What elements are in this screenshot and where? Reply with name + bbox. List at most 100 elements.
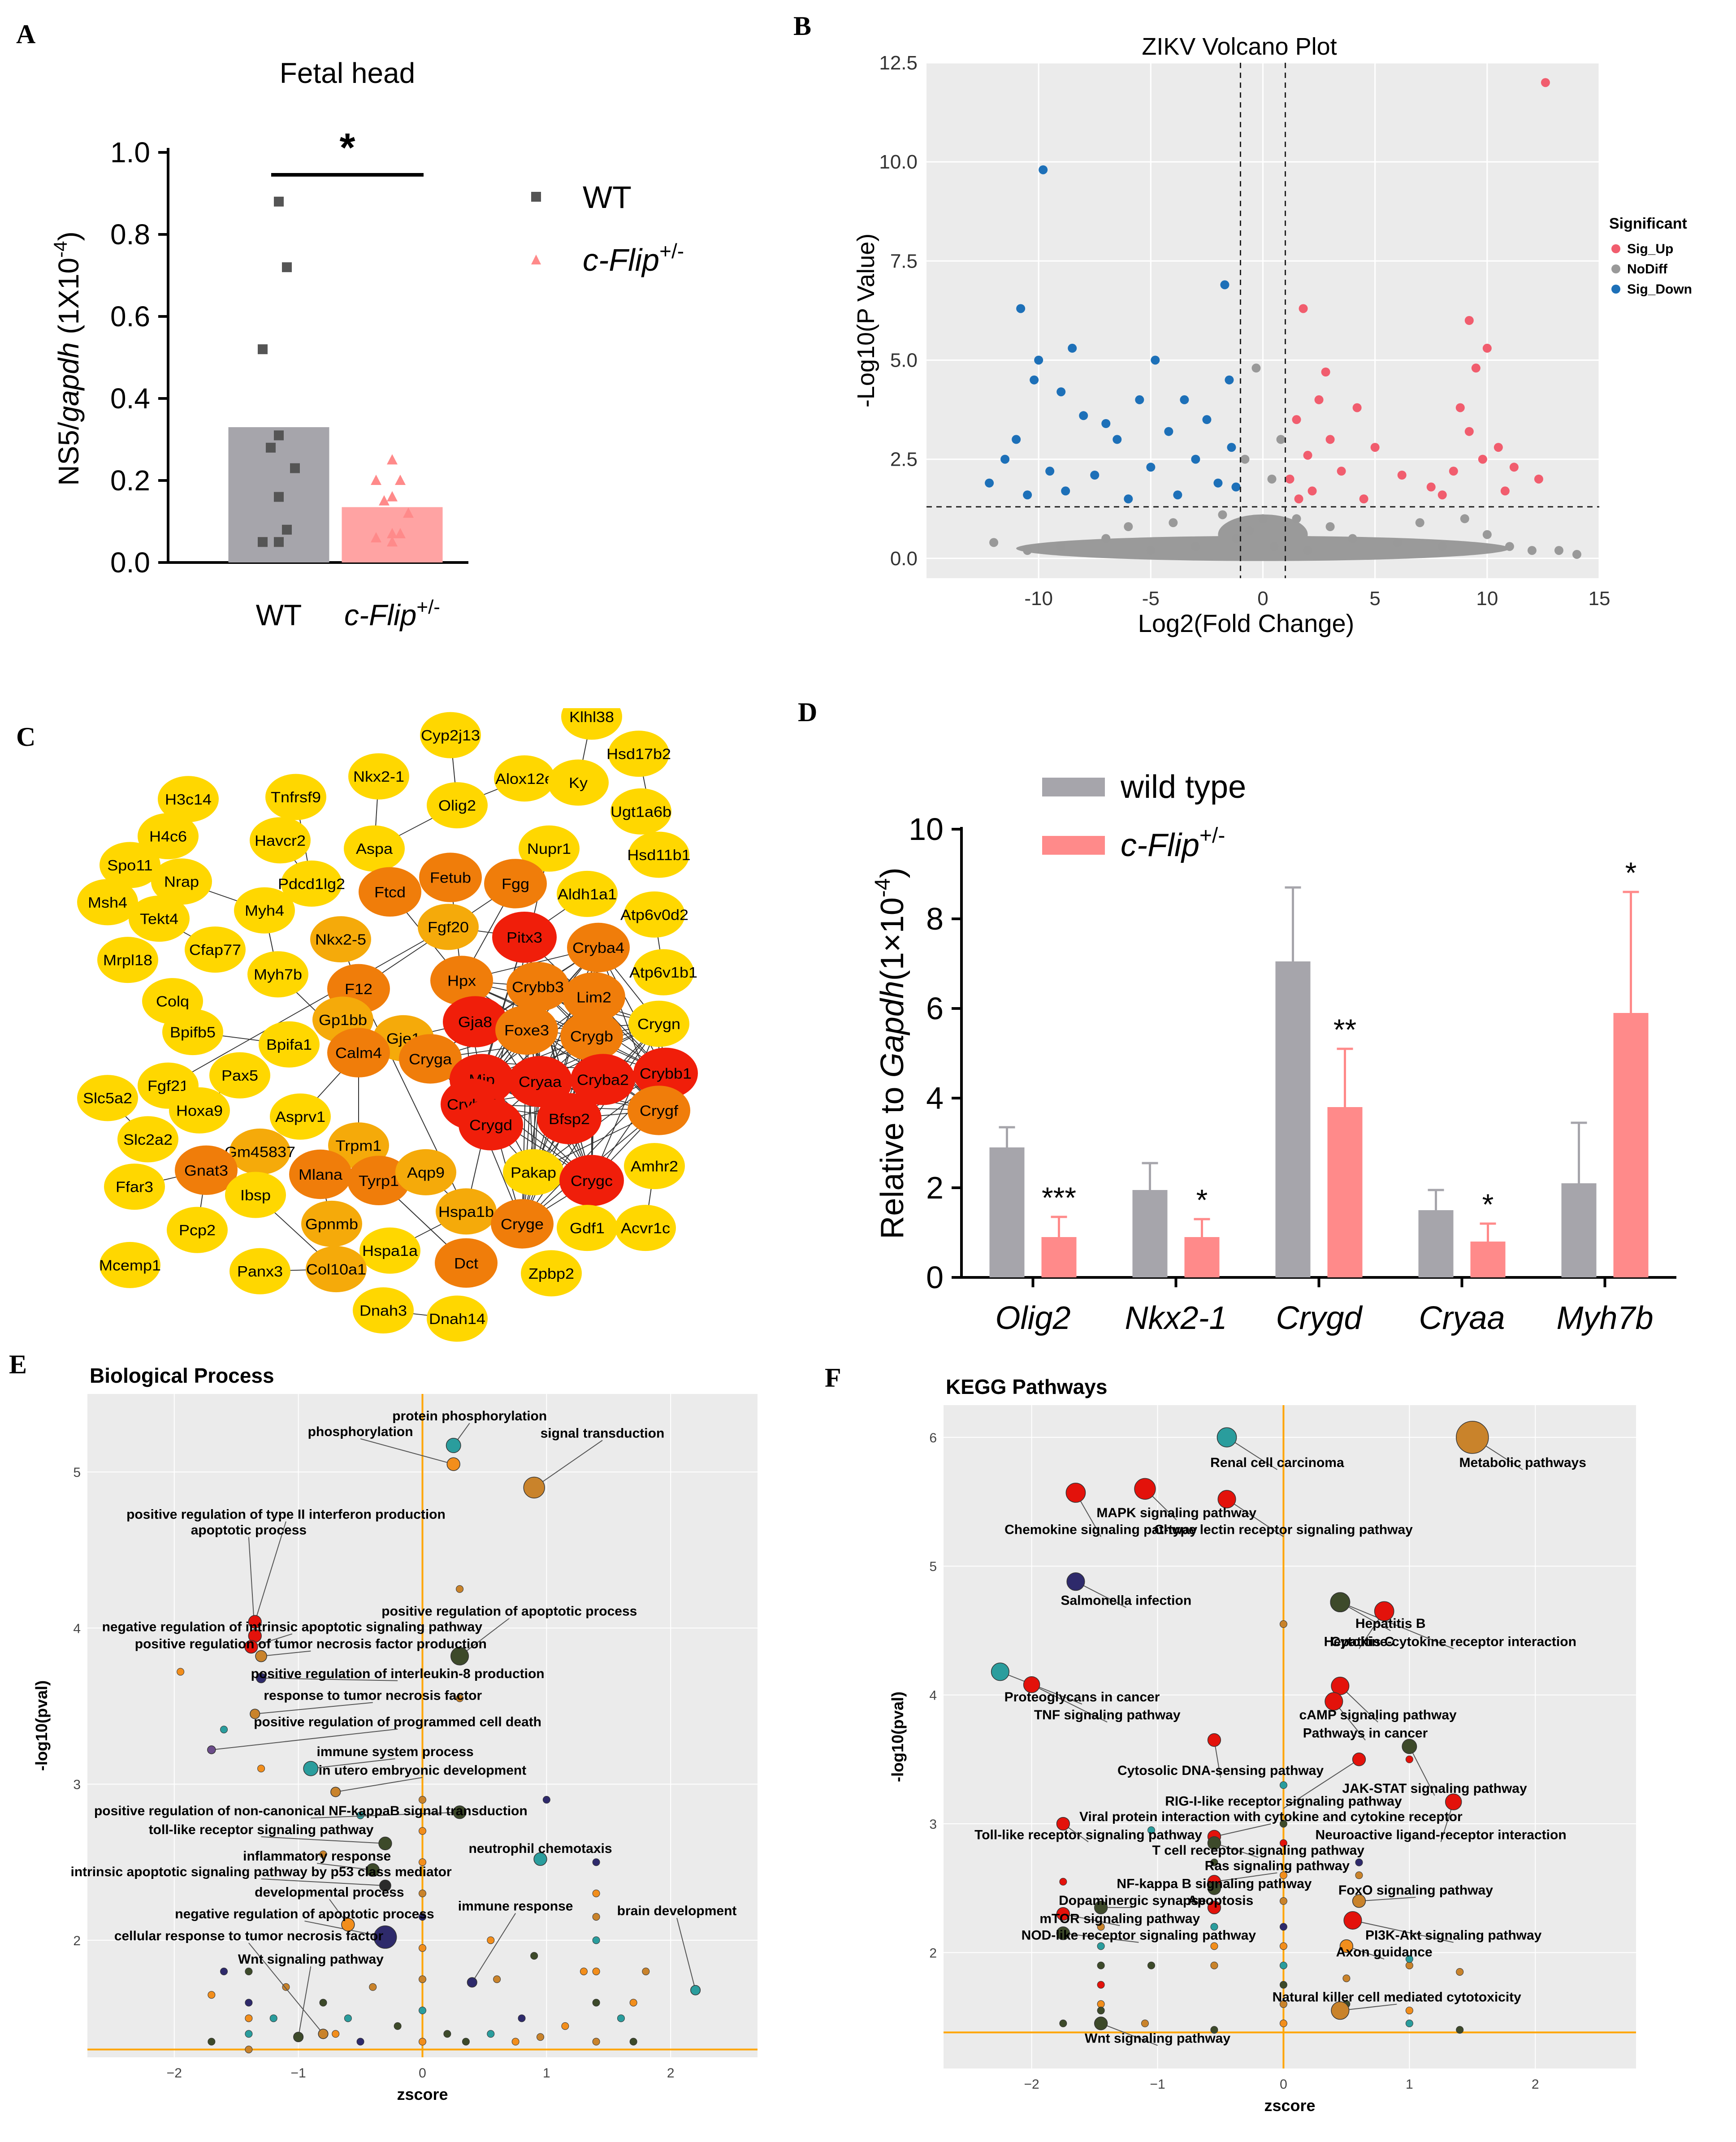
network-node-label: Crybb1 (640, 1066, 692, 1082)
network-node: Ugt1a6b (610, 788, 671, 835)
network-node-label: Colq (156, 994, 189, 1010)
network-node: Foxe3 (495, 1005, 558, 1055)
network-node-shape (418, 904, 479, 950)
labeled-term-point (256, 1673, 267, 1683)
term-point (1210, 1942, 1218, 1950)
term-point (419, 2038, 426, 2046)
panel-letter-e: E (9, 1350, 27, 1379)
term-point (1405, 1955, 1413, 1963)
network-node-label: Ugt1a6b (610, 804, 671, 820)
term-label: Wnt signaling pathway (238, 1952, 384, 1967)
network-node-label: Atp6v1b1 (629, 965, 697, 981)
label-leader-line (317, 1863, 373, 1871)
term-point (269, 2014, 277, 2022)
term-label: NF-kappa B signaling pathway (1117, 1877, 1312, 1891)
sig-down-point (1173, 490, 1182, 500)
x-tick-label: -5 (1142, 588, 1160, 610)
term-point (1279, 1981, 1287, 1989)
network-node-label: Calm4 (335, 1045, 382, 1061)
term-point (369, 1983, 377, 1991)
term-point (419, 1858, 426, 1866)
network-node-shape (353, 1287, 414, 1334)
term-label: Viral protein interaction with cytokine … (1079, 1809, 1463, 1824)
network-node: Crygd (459, 1099, 523, 1151)
nodiff-point (1169, 518, 1178, 528)
network-node: Myh7b (247, 951, 308, 998)
network-node-shape (229, 1248, 290, 1294)
nodiff-point (1218, 510, 1227, 519)
network-node: Ibsp (225, 1172, 286, 1218)
data-point-triangle (387, 491, 398, 502)
x-tick-label: c-Flip+/- (344, 596, 440, 632)
y-label-exponent: -4 (871, 878, 895, 897)
data-point-square (290, 463, 300, 473)
y-tick-label: 0.0 (110, 546, 150, 579)
network-node-label: Crygb (570, 1029, 613, 1045)
network-node-shape (289, 1149, 352, 1199)
term-point (1456, 1968, 1464, 1976)
term-point (1342, 1974, 1351, 1982)
network-node-shape (306, 1246, 367, 1293)
network-node: Ftcd (359, 867, 421, 917)
network-node-label: Cyp2j13 (421, 727, 480, 744)
network-node: Lim2 (563, 972, 625, 1022)
network-node: Crygn (628, 1000, 689, 1047)
sig-up-point (1285, 474, 1294, 484)
term-point (1097, 2000, 1105, 2008)
network-node-label: Spo11 (107, 857, 152, 874)
data-point-square (274, 537, 284, 547)
label-leader-line (251, 1633, 293, 1648)
network-node: Msh4 (77, 879, 138, 926)
network-node-label: Fetub (430, 870, 471, 886)
term-point (537, 2033, 545, 2041)
y-axis-label: -log10(pval) (32, 1680, 51, 1771)
sig-up-point (1303, 450, 1312, 460)
sig-up-point (1500, 486, 1510, 496)
network-node: Crygf (628, 1086, 690, 1135)
sig-down-point (1180, 395, 1189, 404)
term-label: Salmonella infection (1061, 1593, 1191, 1608)
x-tick-label: 2 (667, 2066, 675, 2081)
term-point (487, 2030, 495, 2038)
term-label: RIG-I-like receptor signaling pathway (1165, 1794, 1402, 1809)
label-leader-line (459, 1618, 510, 1657)
term-point (518, 2014, 526, 2022)
network-node: Gpnmb (301, 1200, 362, 1247)
term-label: mTOR signaling pathway (1039, 1911, 1200, 1926)
network-edge (591, 1023, 659, 1181)
term-point (1279, 1923, 1287, 1931)
network-node-shape (247, 951, 308, 998)
network-node-shape (347, 1155, 410, 1205)
labeled-term-point (1331, 2001, 1350, 2020)
panel-e-biological-process: Biological Process −2 −1 0 1 2 2 3 4 5 protein pho… (32, 1364, 758, 2103)
labeled-term-point (248, 1615, 262, 1629)
legend-marker (1611, 244, 1620, 253)
network-node: Hspa1b (436, 1188, 497, 1235)
term-point (592, 2038, 600, 2046)
labeled-term-point (533, 1852, 547, 1866)
network-node-shape (503, 1149, 564, 1195)
bar-1 (1041, 1237, 1077, 1277)
term-label: brain development (617, 1904, 737, 1918)
term-label: in utero embryonic development (319, 1763, 526, 1778)
panel-letter-f: F (825, 1363, 841, 1393)
term-point (1279, 1820, 1287, 1828)
network-group: Klhl38 Cyp2j13 Hsd17b2 Nkx2-1 Alox12e Ky H3c14… (77, 708, 698, 1342)
y-tick-label: 2 (926, 1170, 944, 1205)
network-node-label: Dnah14 (429, 1311, 485, 1327)
nodiff-point (1276, 435, 1286, 444)
labeled-term-point (1094, 2017, 1108, 2030)
sig-up-point (1314, 395, 1324, 404)
term-label: negative regulation of apoptotic process (175, 1907, 434, 1921)
network-node-label: Crybb3 (512, 979, 564, 995)
nodiff-point (1023, 546, 1032, 555)
label-leader-line (1283, 1759, 1359, 1809)
network-node: Fetub (419, 852, 482, 902)
network-node-shape (359, 1227, 420, 1274)
nodiff-point (1415, 518, 1424, 528)
nodiff-point (1240, 454, 1250, 464)
label-leader-line (1352, 1920, 1454, 1943)
term-point (208, 1991, 216, 1999)
network-node-label: Ffar3 (116, 1179, 153, 1195)
label-leader-line (1214, 1823, 1271, 1837)
